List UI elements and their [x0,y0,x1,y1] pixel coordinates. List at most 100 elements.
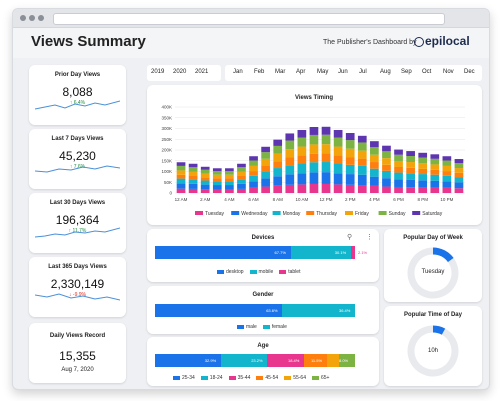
bar-segment[interactable] [309,134,319,145]
bar-segment[interactable] [249,165,258,172]
bar-segment[interactable] [442,156,452,161]
bar-segment[interactable] [370,141,379,148]
bar-segment[interactable] [418,152,428,158]
bar-segment[interactable] [321,134,331,145]
legend-item[interactable]: male [237,324,257,330]
bar-segment[interactable] [200,184,210,190]
month-option[interactable]: Apr [296,69,306,75]
bar-segment[interactable] [394,154,403,161]
legend-label[interactable]: Tuesday [205,211,224,217]
bar-segment[interactable] [406,162,415,168]
bar-segment[interactable] [309,153,319,163]
bar-segment[interactable] [212,178,222,182]
bar-segment[interactable] [188,171,198,176]
bar-segment[interactable] [249,187,258,193]
bar-segment[interactable] [406,167,415,174]
legend-item[interactable]: 45-54 [256,375,278,381]
bar-segment[interactable] [225,181,234,186]
bar-segment[interactable] [442,171,452,176]
bar-segment[interactable] [454,163,464,169]
donut-slice[interactable] [432,247,454,263]
bar-segment[interactable] [285,140,295,150]
month-option[interactable]: Sep [401,69,412,75]
bar-segment[interactable] [225,168,234,172]
bar-segment[interactable] [321,126,331,135]
bar-segment[interactable] [333,146,343,156]
bar-segment[interactable] [382,158,391,165]
bar-segment[interactable] [155,354,221,367]
month-option[interactable]: Nov [443,69,454,75]
bar-segment[interactable] [273,139,283,146]
bar-segment[interactable] [188,163,198,168]
legend-label[interactable]: Thursday [316,211,337,217]
bar-segment[interactable] [430,169,440,175]
month-option[interactable]: Feb [254,69,265,75]
legend-item[interactable]: desktop [217,269,244,275]
bar-segment[interactable] [430,158,440,165]
bar-segment[interactable] [333,155,343,164]
bar-segment[interactable] [212,168,222,172]
bar-segment[interactable] [261,178,270,187]
bar-segment[interactable] [406,151,415,157]
bar-segment[interactable] [382,170,391,179]
bar-segment[interactable] [333,184,343,193]
bar-segment[interactable] [176,178,186,184]
bar-segment[interactable] [176,174,186,179]
bar-segment[interactable] [442,175,452,182]
bar-segment[interactable] [394,186,403,193]
address-bar[interactable] [53,13,445,25]
bar-segment[interactable] [309,162,319,173]
bar-segment[interactable] [442,181,452,188]
bar-segment[interactable] [345,133,355,141]
month-option[interactable]: Jul [359,69,367,75]
legend-item[interactable]: 65+ [311,375,329,381]
bar-segment[interactable] [188,183,198,189]
bar-segment[interactable] [188,188,198,193]
year-option[interactable]: 2019 [151,69,165,75]
legend-item[interactable]: tablet [279,269,300,275]
bar-segment[interactable] [430,187,440,193]
bar-segment[interactable] [297,163,307,174]
bar-segment[interactable] [333,163,343,174]
bar-segment[interactable] [394,166,403,173]
bar-segment[interactable] [321,172,331,184]
bar-segment[interactable] [261,165,270,172]
legend-item[interactable]: 35-44 [228,375,250,381]
bar-segment[interactable] [357,158,367,166]
legend-item[interactable]: female [262,324,287,330]
bar-segment[interactable] [200,177,210,181]
bar-segment[interactable] [261,171,270,179]
bar-segment[interactable] [321,153,331,163]
bar-segment[interactable] [285,184,295,193]
donut-slice[interactable] [407,247,459,299]
bar-segment[interactable] [261,146,270,153]
bar-segment[interactable] [212,174,222,179]
bar-segment[interactable] [200,189,210,193]
month-option[interactable]: Mar [275,69,286,75]
bar-segment[interactable] [321,162,331,173]
legend-label[interactable]: Wednesday [241,211,268,217]
bar-segment[interactable] [273,168,283,177]
window-dot-icon[interactable] [29,15,35,21]
bar-segment[interactable] [297,137,307,147]
bar-segment[interactable] [273,161,283,169]
bar-segment[interactable] [418,180,428,188]
bar-segment[interactable] [212,185,222,190]
bar-segment[interactable] [273,153,283,162]
bar-segment[interactable] [394,172,403,180]
bar-segment[interactable] [357,185,367,193]
bar-segment[interactable] [418,168,428,175]
bar-segment[interactable] [309,183,319,193]
bar-segment[interactable] [370,168,379,177]
month-option[interactable]: May [317,69,329,75]
bar-segment[interactable] [176,183,186,189]
bar-segment[interactable] [297,146,307,156]
legend-item[interactable]: 18-24 [200,375,223,381]
bar-segment[interactable] [220,354,268,367]
bar-segment[interactable] [176,165,186,171]
bar-segment[interactable] [321,183,331,193]
bar-segment[interactable] [237,179,246,184]
bar-segment[interactable] [297,155,307,164]
bar-segment[interactable] [327,354,339,367]
legend-label[interactable]: Friday [355,211,369,217]
